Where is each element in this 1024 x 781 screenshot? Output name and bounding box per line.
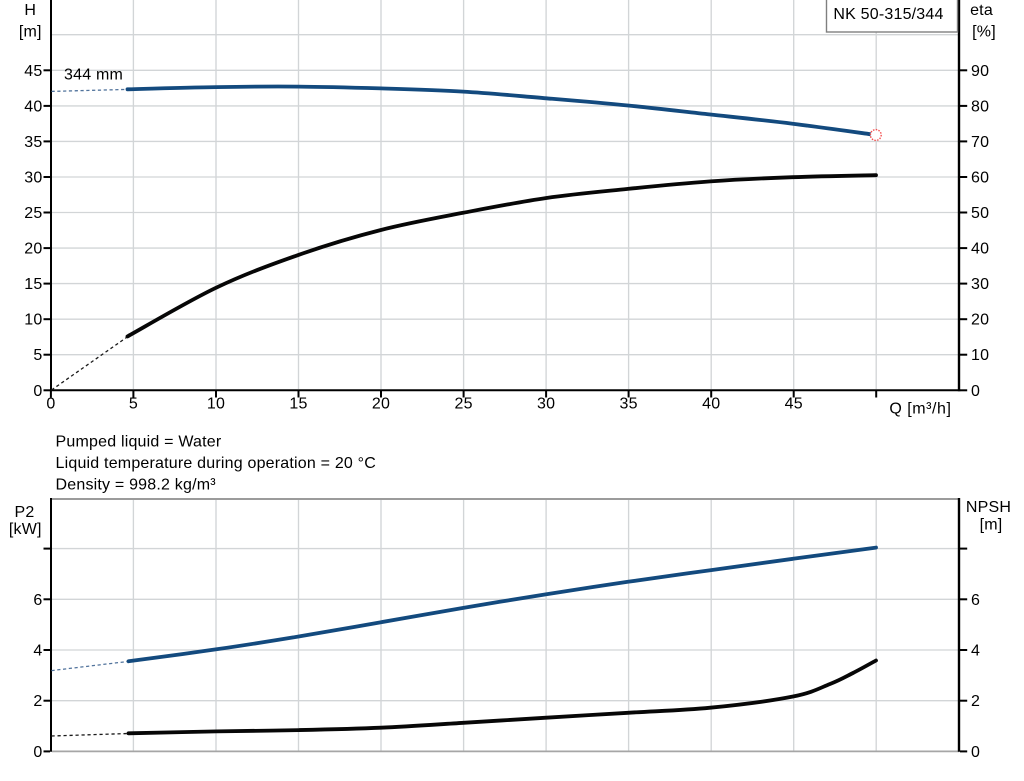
svg-text:60: 60 — [971, 170, 989, 187]
svg-text:[kW]: [kW] — [9, 521, 42, 538]
svg-text:70: 70 — [971, 134, 989, 151]
svg-text:P2: P2 — [15, 504, 35, 521]
svg-text:2: 2 — [33, 693, 42, 710]
svg-text:30: 30 — [971, 276, 989, 293]
svg-text:6: 6 — [971, 592, 980, 609]
svg-text:80: 80 — [971, 98, 989, 115]
svg-text:0: 0 — [33, 383, 42, 400]
svg-text:35: 35 — [24, 134, 42, 151]
svg-text:Liquid temperature during oper: Liquid temperature during operation = 20… — [56, 455, 377, 472]
svg-text:[m]: [m] — [19, 23, 42, 40]
svg-text:4: 4 — [971, 643, 980, 660]
svg-text:H: H — [24, 2, 36, 19]
svg-text:6: 6 — [33, 592, 42, 609]
svg-text:344 mm: 344 mm — [64, 67, 123, 84]
svg-text:45: 45 — [785, 396, 803, 413]
svg-text:10: 10 — [971, 347, 989, 364]
svg-text:10: 10 — [24, 312, 42, 329]
svg-text:15: 15 — [24, 276, 42, 293]
svg-text:20: 20 — [24, 241, 42, 258]
svg-text:40: 40 — [24, 98, 42, 115]
svg-text:Pumped liquid = Water: Pumped liquid = Water — [56, 434, 222, 451]
svg-text:30: 30 — [537, 396, 555, 413]
svg-text:Q [m³/h]: Q [m³/h] — [889, 400, 951, 417]
svg-text:5: 5 — [129, 396, 138, 413]
svg-text:0: 0 — [33, 744, 42, 761]
svg-text:45: 45 — [24, 63, 42, 80]
svg-text:15: 15 — [289, 396, 307, 413]
svg-text:0: 0 — [971, 744, 980, 761]
svg-text:[m]: [m] — [980, 517, 1003, 534]
svg-text:[%]: [%] — [972, 23, 996, 40]
svg-text:0: 0 — [971, 383, 980, 400]
svg-text:25: 25 — [454, 396, 472, 413]
svg-text:5: 5 — [33, 347, 42, 364]
svg-text:50: 50 — [971, 205, 989, 222]
svg-text:eta: eta — [970, 2, 993, 19]
svg-text:40: 40 — [971, 241, 989, 258]
svg-text:4: 4 — [33, 643, 42, 660]
svg-text:20: 20 — [372, 396, 390, 413]
svg-text:35: 35 — [619, 396, 637, 413]
svg-text:NPSH: NPSH — [966, 499, 1011, 516]
svg-text:10: 10 — [207, 396, 225, 413]
svg-text:2: 2 — [971, 693, 980, 710]
svg-text:20: 20 — [971, 312, 989, 329]
svg-text:40: 40 — [702, 396, 720, 413]
svg-text:90: 90 — [971, 63, 989, 80]
svg-text:Density = 998.2 kg/m³: Density = 998.2 kg/m³ — [56, 477, 217, 494]
svg-text:30: 30 — [24, 170, 42, 187]
svg-text:0: 0 — [46, 396, 55, 413]
svg-text:NK 50-315/344: NK 50-315/344 — [833, 6, 943, 23]
svg-text:25: 25 — [24, 205, 42, 222]
